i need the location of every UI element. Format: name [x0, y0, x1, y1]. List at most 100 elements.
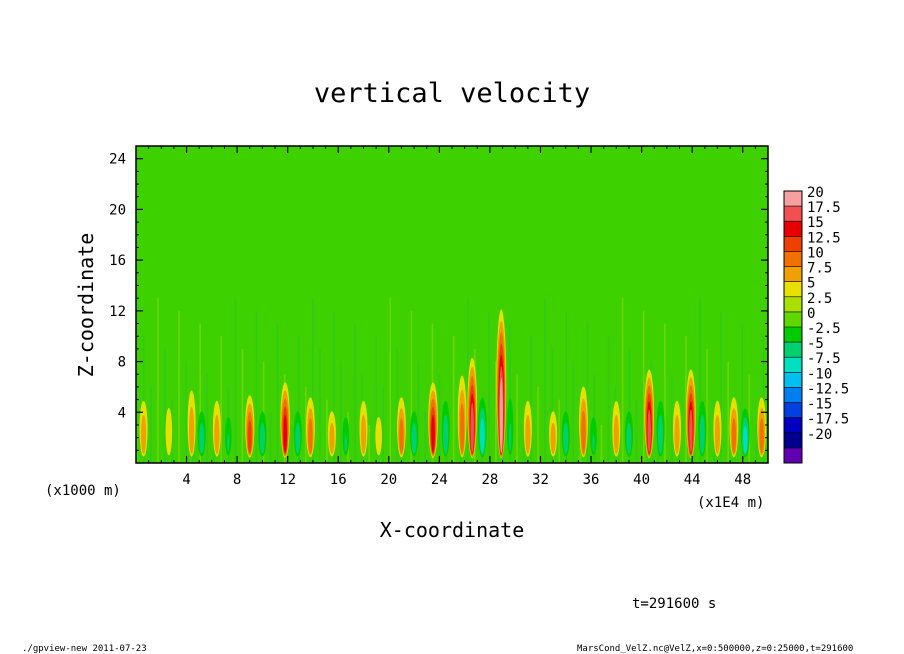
- colorbar-label: 10: [807, 245, 824, 261]
- texture-streak: [706, 348, 708, 463]
- texture-streak: [523, 424, 525, 463]
- x-axis-label: X-coordinate: [380, 518, 525, 542]
- texture-streak: [340, 361, 342, 463]
- velocity-plume: [523, 400, 532, 457]
- texture-streak: [586, 323, 589, 463]
- texture-streak: [269, 412, 272, 463]
- texture-streak: [417, 361, 420, 463]
- colorbar-swatch: [784, 221, 802, 237]
- texture-streak: [164, 348, 166, 463]
- texture-streak: [516, 374, 518, 463]
- y-axis-label: Z-coordinate: [74, 233, 98, 378]
- velocity-plume: [506, 398, 514, 456]
- heatmap-features: [136, 298, 767, 463]
- texture-streak: [551, 348, 553, 463]
- colorbar: 2017.51512.5107.552.50-2.5-5-7.5-10-12.5…: [783, 185, 849, 464]
- texture-streak: [234, 298, 237, 463]
- velocity-plume: [428, 382, 438, 458]
- plume-contour: [142, 428, 145, 452]
- plume-contour: [215, 428, 219, 452]
- colorbar-label: -7.5: [807, 351, 841, 367]
- x-tick-label: 16: [330, 472, 347, 488]
- colorbar-swatch: [784, 417, 802, 434]
- colorbar-swatch: [784, 311, 802, 328]
- texture-streak: [495, 361, 497, 463]
- colorbar-label: -17.5: [807, 412, 849, 428]
- velocity-plume: [359, 400, 368, 457]
- texture-streak: [635, 399, 638, 463]
- texture-streak: [206, 374, 209, 463]
- texture-streak: [304, 386, 307, 463]
- x-tick-label: 28: [481, 472, 498, 488]
- footer-right: MarsCond_VelZ.nc@VelZ,x=0:500000,z=0:250…: [577, 644, 853, 654]
- velocity-plume: [477, 397, 487, 458]
- plume-contour: [526, 428, 530, 452]
- plume-contour: [296, 434, 299, 452]
- colorbar-label: -5: [807, 336, 824, 352]
- texture-streak: [438, 374, 441, 463]
- texture-streak: [720, 310, 722, 463]
- velocity-plume: [612, 400, 621, 457]
- plume-contour: [167, 428, 171, 452]
- colorbar-swatch: [784, 432, 802, 449]
- velocity-plume: [644, 369, 655, 459]
- texture-streak: [741, 323, 744, 463]
- plume-contour: [716, 428, 719, 452]
- velocity-plume: [197, 411, 206, 457]
- texture-streak: [755, 424, 758, 463]
- velocity-plume: [457, 375, 467, 458]
- texture-streak: [297, 336, 300, 463]
- texture-streak: [368, 424, 370, 463]
- colorbar-label: 0: [807, 306, 815, 322]
- colorbar-swatch: [784, 296, 802, 313]
- velocity-plume: [590, 417, 597, 456]
- plume-contour: [362, 428, 365, 452]
- velocity-plume: [441, 400, 450, 457]
- colorbar-swatch: [784, 327, 802, 343]
- texture-streak: [382, 386, 385, 463]
- velocity-plume: [139, 400, 148, 457]
- colorbar-label: 12.5: [807, 230, 841, 246]
- plume-contour: [500, 388, 503, 452]
- heatmap-area: [135, 145, 769, 464]
- plume-contour: [701, 428, 704, 452]
- texture-streak: [199, 323, 201, 463]
- texture-streak: [424, 412, 427, 463]
- velocity-plume: [672, 400, 682, 457]
- texture-streak: [319, 348, 321, 463]
- y-tick-label: 20: [109, 202, 126, 218]
- x-tick-label: 20: [380, 472, 397, 488]
- plume-contour: [551, 434, 555, 452]
- velocity-plume: [410, 411, 419, 457]
- velocity-plume: [698, 400, 707, 457]
- velocity-plume: [729, 397, 739, 458]
- y-axis: 4 8 12 16 20 24: [109, 152, 768, 451]
- x-tick-label: 4: [182, 472, 190, 488]
- texture-streak: [276, 323, 279, 463]
- chart-title: vertical velocity: [314, 78, 590, 109]
- velocity-plume: [740, 408, 750, 458]
- plume-contour: [615, 428, 618, 452]
- plume-contour: [689, 417, 693, 452]
- texture-streak: [143, 336, 145, 463]
- texture-streak: [488, 310, 490, 463]
- texture-streak: [150, 386, 152, 463]
- texture-streak: [396, 348, 399, 463]
- colorbar-label: 7.5: [807, 261, 832, 277]
- x-unit-left: (x1000 m): [45, 483, 121, 499]
- x-axis: 4 8 12 16 20 24 28 32 36 40 44 48: [148, 146, 756, 488]
- colorbar-swatch: [784, 281, 802, 298]
- velocity-plume: [375, 417, 382, 456]
- plume-contour: [412, 434, 416, 452]
- texture-streak: [389, 298, 392, 463]
- x-tick-label: 40: [633, 472, 650, 488]
- velocity-plume: [467, 357, 478, 459]
- velocity-plume: [686, 369, 696, 459]
- texture-streak: [178, 310, 180, 463]
- velocity-plume: [224, 417, 232, 456]
- texture-streak: [290, 424, 293, 463]
- colorbar-label: -2.5: [807, 321, 841, 337]
- colorbar-label: 15: [807, 215, 824, 231]
- texture-streak: [544, 298, 546, 463]
